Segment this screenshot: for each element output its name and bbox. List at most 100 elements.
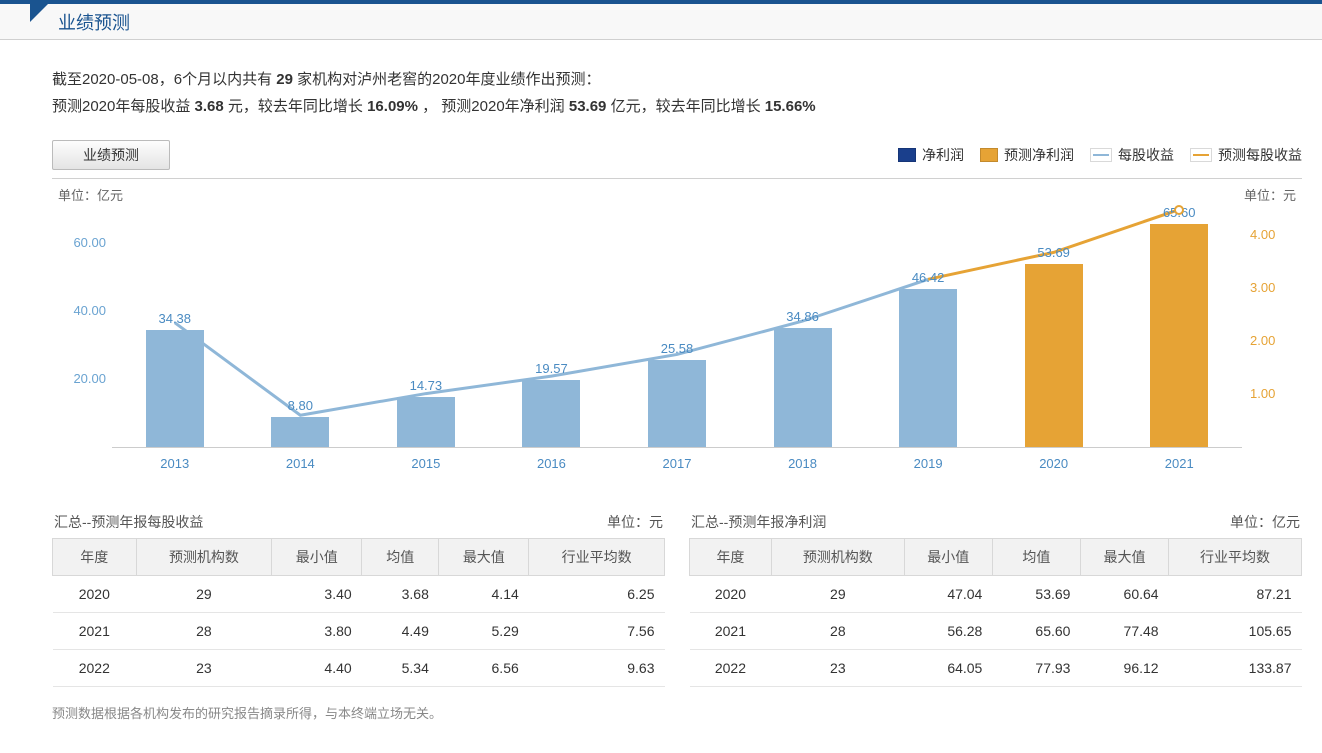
legend-item: 预测净利润 <box>980 145 1074 165</box>
table-cell: 3.40 <box>272 576 362 613</box>
table-cell: 23 <box>771 650 904 687</box>
legend-swatch <box>1090 148 1112 162</box>
tab-forecast[interactable]: 业绩预测 <box>52 140 170 170</box>
table-row: 20212856.2865.6077.48105.65 <box>690 613 1302 650</box>
intro-eps: 3.68 <box>195 98 224 115</box>
intro-line1-post: 家机构对泸州老窖的2020年度业绩作出预测： <box>297 71 600 88</box>
bar <box>522 380 580 447</box>
table-row: 20202947.0453.6960.6487.21 <box>690 576 1302 613</box>
eps-last-point-icon <box>1174 205 1184 215</box>
intro-line2-mid2: ， 预测2020年净利润 <box>422 98 569 115</box>
table-cell: 47.04 <box>904 576 992 613</box>
table-header: 年度 <box>690 539 772 576</box>
legend-item: 预测每股收益 <box>1190 145 1302 165</box>
bar-label: 34.86 <box>763 309 843 324</box>
intro-line2-mid1: 元，较去年同比增长 <box>228 98 367 115</box>
intro-eps-growth: 16.09% <box>367 98 418 115</box>
x-label: 2014 <box>260 456 340 471</box>
intro-np: 53.69 <box>569 98 607 115</box>
legend-label: 净利润 <box>922 145 964 165</box>
intro-line2-pre: 预测2020年每股收益 <box>52 98 195 115</box>
table-cell: 77.93 <box>992 650 1080 687</box>
table-cell: 3.80 <box>272 613 362 650</box>
legend-item: 净利润 <box>898 145 964 165</box>
table-cell: 2020 <box>53 576 137 613</box>
page-title: 业绩预测 <box>58 9 130 35</box>
x-label: 2019 <box>888 456 968 471</box>
table-cell: 9.63 <box>529 650 665 687</box>
table-cell: 7.56 <box>529 613 665 650</box>
table-cell: 6.25 <box>529 576 665 613</box>
ytick-left: 20.00 <box>62 371 106 386</box>
table-eps-block: 汇总--预测年报每股收益 单位：元 年度预测机构数最小值均值最大值行业平均数20… <box>52 512 665 687</box>
x-label: 2018 <box>763 456 843 471</box>
table-header: 最小值 <box>904 539 992 576</box>
table-cell: 65.60 <box>992 613 1080 650</box>
table-cell: 87.21 <box>1169 576 1302 613</box>
tab-forecast-label: 业绩预测 <box>83 145 139 165</box>
table-header: 年度 <box>53 539 137 576</box>
ytick-left: 40.00 <box>62 303 106 318</box>
forecast-bar <box>1025 264 1083 447</box>
tables: 汇总--预测年报每股收益 单位：元 年度预测机构数最小值均值最大值行业平均数20… <box>52 512 1302 687</box>
bar-label: 34.38 <box>135 311 215 326</box>
bar-label: 46.42 <box>888 270 968 285</box>
bar <box>899 289 957 447</box>
table-cell: 105.65 <box>1169 613 1302 650</box>
table-cell: 28 <box>771 613 904 650</box>
table-cell: 4.40 <box>272 650 362 687</box>
table-cell: 96.12 <box>1080 650 1168 687</box>
bar <box>774 328 832 447</box>
table-cell: 4.49 <box>362 613 439 650</box>
footer-note: 预测数据根据各机构发布的研究报告摘录所得，与本终端立场无关。 <box>52 703 1302 722</box>
x-label: 2015 <box>386 456 466 471</box>
table-cell: 29 <box>771 576 904 613</box>
table-eps-unit: 单位：元 <box>607 512 663 532</box>
table-cell: 3.68 <box>362 576 439 613</box>
table-row: 2021283.804.495.297.56 <box>53 613 665 650</box>
table-header: 预测机构数 <box>136 539 272 576</box>
table-cell: 77.48 <box>1080 613 1168 650</box>
table-header: 均值 <box>992 539 1080 576</box>
table-np: 年度预测机构数最小值均值最大值行业平均数20202947.0453.6960.6… <box>689 538 1302 687</box>
table-row: 2022234.405.346.569.63 <box>53 650 665 687</box>
table-np-block: 汇总--预测年报净利润 单位：亿元 年度预测机构数最小值均值最大值行业平均数20… <box>689 512 1302 687</box>
bar <box>397 397 455 447</box>
intro-np-growth: 15.66% <box>765 98 816 115</box>
chart-plot: 20.0040.0060.001.002.003.004.0034.382013… <box>112 209 1242 448</box>
table-cell: 4.14 <box>439 576 529 613</box>
intro-text: 截至2020-05-08，6个月以内共有 29 家机构对泸州老窖的2020年度业… <box>52 66 1302 120</box>
x-label: 2021 <box>1139 456 1219 471</box>
intro-org-count: 29 <box>276 71 293 88</box>
table-row: 20222364.0577.9396.12133.87 <box>690 650 1302 687</box>
ytick-left: 60.00 <box>62 235 106 250</box>
table-header: 行业平均数 <box>1169 539 1302 576</box>
x-label: 2017 <box>637 456 717 471</box>
intro-line1-pre: 截至2020-05-08，6个月以内共有 <box>52 71 276 88</box>
header-triangle-icon <box>30 4 48 22</box>
x-label: 2020 <box>1014 456 1094 471</box>
table-np-unit: 单位：亿元 <box>1230 512 1300 532</box>
header-bar: 业绩预测 <box>0 4 1322 40</box>
legend-label: 预测净利润 <box>1004 145 1074 165</box>
table-header: 行业平均数 <box>529 539 665 576</box>
ytick-right: 3.00 <box>1250 280 1290 295</box>
x-label: 2013 <box>135 456 215 471</box>
legend-swatch <box>898 148 916 162</box>
bar <box>271 417 329 447</box>
table-np-title: 汇总--预测年报净利润 <box>691 512 826 532</box>
bar-label: 25.58 <box>637 341 717 356</box>
forecast-bar <box>1150 224 1208 447</box>
table-cell: 5.29 <box>439 613 529 650</box>
table-eps-title: 汇总--预测年报每股收益 <box>54 512 203 532</box>
table-header: 最小值 <box>272 539 362 576</box>
ytick-right: 1.00 <box>1250 386 1290 401</box>
table-row: 2020293.403.684.146.25 <box>53 576 665 613</box>
table-cell: 2021 <box>53 613 137 650</box>
legend-swatch <box>980 148 998 162</box>
bar-label: 53.69 <box>1014 245 1094 260</box>
table-header: 预测机构数 <box>771 539 904 576</box>
x-label: 2016 <box>511 456 591 471</box>
legend-label: 每股收益 <box>1118 145 1174 165</box>
table-header: 均值 <box>362 539 439 576</box>
